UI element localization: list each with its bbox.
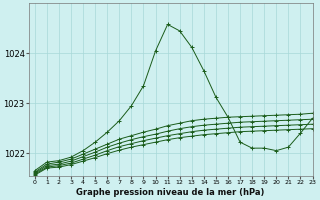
X-axis label: Graphe pression niveau de la mer (hPa): Graphe pression niveau de la mer (hPa) bbox=[76, 188, 265, 197]
